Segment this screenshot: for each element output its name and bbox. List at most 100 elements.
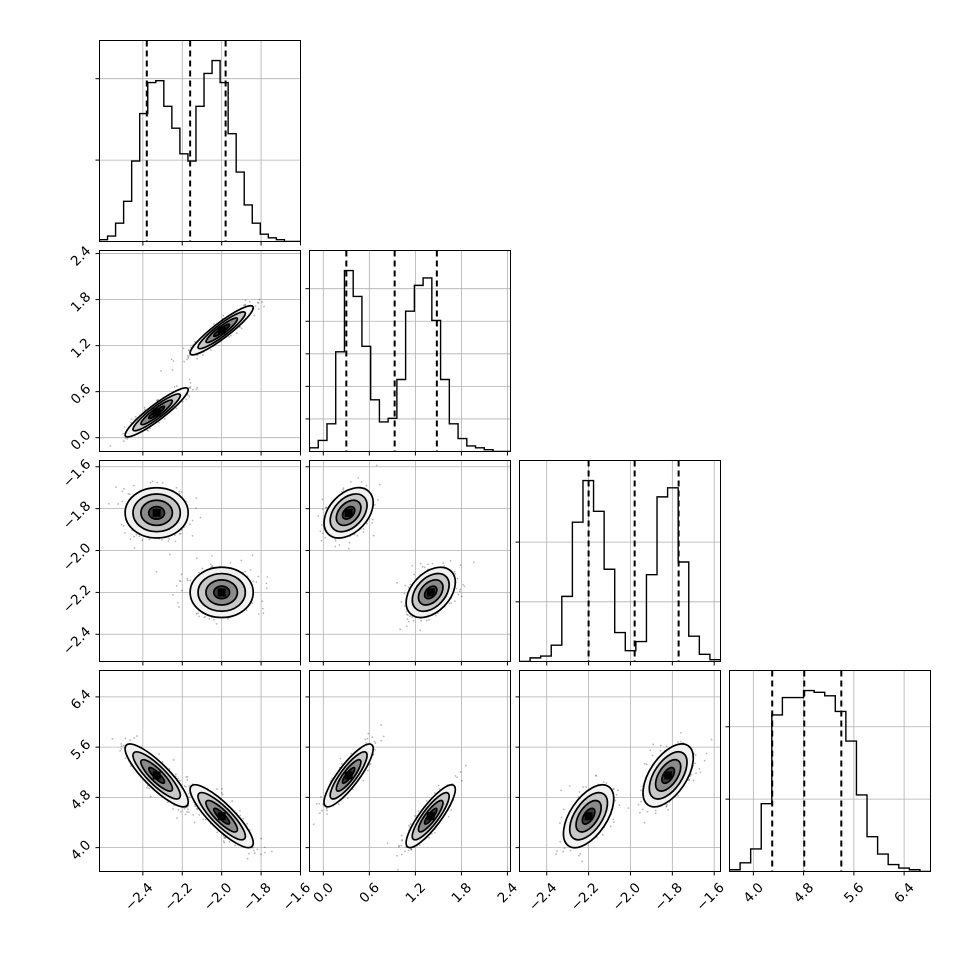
sample-point xyxy=(208,618,211,620)
sample-point xyxy=(616,789,619,792)
sample-point xyxy=(372,534,375,537)
sample-point xyxy=(400,844,403,847)
sample-point xyxy=(210,554,213,557)
sample-point xyxy=(659,744,662,747)
sample-point xyxy=(129,538,132,541)
sample-point xyxy=(433,831,436,834)
sample-point xyxy=(417,810,420,813)
sample-point xyxy=(130,418,133,421)
sample-point xyxy=(211,565,214,567)
x-tick-label: −2.2 xyxy=(161,880,195,914)
sample-point xyxy=(251,554,254,557)
y-tick-label: 6.4 xyxy=(68,686,95,713)
panel-frame xyxy=(309,460,511,662)
sample-point xyxy=(124,437,127,440)
sample-point xyxy=(166,801,169,804)
scatter-content xyxy=(555,731,713,863)
sample-point xyxy=(244,303,247,306)
scatter-content xyxy=(317,464,475,632)
sample-point xyxy=(649,749,652,752)
sample-point xyxy=(325,809,328,812)
sample-point xyxy=(350,481,352,483)
sample-point xyxy=(665,805,668,808)
sample-point xyxy=(407,849,410,852)
scatter-content xyxy=(312,724,467,871)
sample-point xyxy=(413,815,416,817)
sample-point xyxy=(235,332,238,334)
sample-point xyxy=(613,821,615,823)
y-tick-label: −2.0 xyxy=(60,540,94,574)
sample-point xyxy=(643,821,646,824)
sample-point xyxy=(404,584,407,587)
sample-point xyxy=(172,360,175,363)
contour-line xyxy=(212,585,231,600)
sample-point xyxy=(465,764,467,767)
sample-point xyxy=(120,747,123,750)
sample-point xyxy=(457,593,460,596)
contour-line xyxy=(132,750,182,800)
contour-line xyxy=(329,750,368,800)
panel-frame xyxy=(519,460,721,662)
sample-point xyxy=(654,809,657,812)
sample-point xyxy=(380,739,383,742)
sample-point xyxy=(242,304,245,307)
sample-point xyxy=(321,508,324,511)
sample-point xyxy=(133,547,136,550)
sample-point xyxy=(409,583,412,586)
sample-point xyxy=(178,579,181,582)
sample-point xyxy=(174,773,177,776)
contour-line xyxy=(205,578,239,606)
sample-point xyxy=(195,612,198,615)
contour-line xyxy=(654,758,682,792)
sample-point xyxy=(431,562,434,565)
sample-point xyxy=(366,737,369,740)
sample-point xyxy=(143,408,146,411)
sample-point xyxy=(187,349,190,351)
sample-point xyxy=(182,347,185,350)
sample-point xyxy=(321,809,323,812)
sample-point xyxy=(455,587,458,590)
density-peak xyxy=(217,326,226,335)
sample-point xyxy=(362,779,365,782)
density-peak xyxy=(152,508,161,517)
sample-point xyxy=(204,818,207,821)
sample-point xyxy=(643,762,646,765)
sample-point xyxy=(184,813,187,816)
sample-point xyxy=(204,615,207,618)
contour-line xyxy=(323,486,375,539)
sample-point xyxy=(167,540,170,542)
sample-point xyxy=(133,535,136,538)
sample-point xyxy=(261,600,264,603)
sample-point xyxy=(396,581,398,584)
sample-point xyxy=(221,793,224,796)
density-peak xyxy=(344,771,353,780)
sample-point xyxy=(264,851,266,854)
sample-point xyxy=(365,742,367,744)
sample-point xyxy=(463,585,466,588)
sample-point xyxy=(612,818,615,821)
sample-point xyxy=(569,849,572,852)
sample-point xyxy=(443,564,446,567)
sample-point xyxy=(122,524,125,527)
histogram-panel-2 xyxy=(515,460,721,666)
sample-point xyxy=(321,498,324,501)
sample-point xyxy=(221,787,223,790)
sample-point xyxy=(244,570,247,573)
sample-point xyxy=(641,808,644,811)
sample-point xyxy=(699,771,702,774)
sample-point xyxy=(406,618,409,620)
sample-point xyxy=(178,606,180,608)
sample-point xyxy=(419,629,422,632)
sample-point xyxy=(651,754,654,757)
sample-point xyxy=(158,753,161,755)
sample-point xyxy=(396,854,398,857)
sample-point xyxy=(450,809,453,812)
sample-point xyxy=(249,569,252,571)
sample-point xyxy=(456,776,458,779)
contour-line xyxy=(132,493,182,533)
sample-point xyxy=(245,609,248,612)
x-tick-label: 4.0 xyxy=(740,880,767,907)
sample-point xyxy=(698,767,701,770)
sample-point xyxy=(419,562,422,565)
sample-point xyxy=(175,407,178,410)
